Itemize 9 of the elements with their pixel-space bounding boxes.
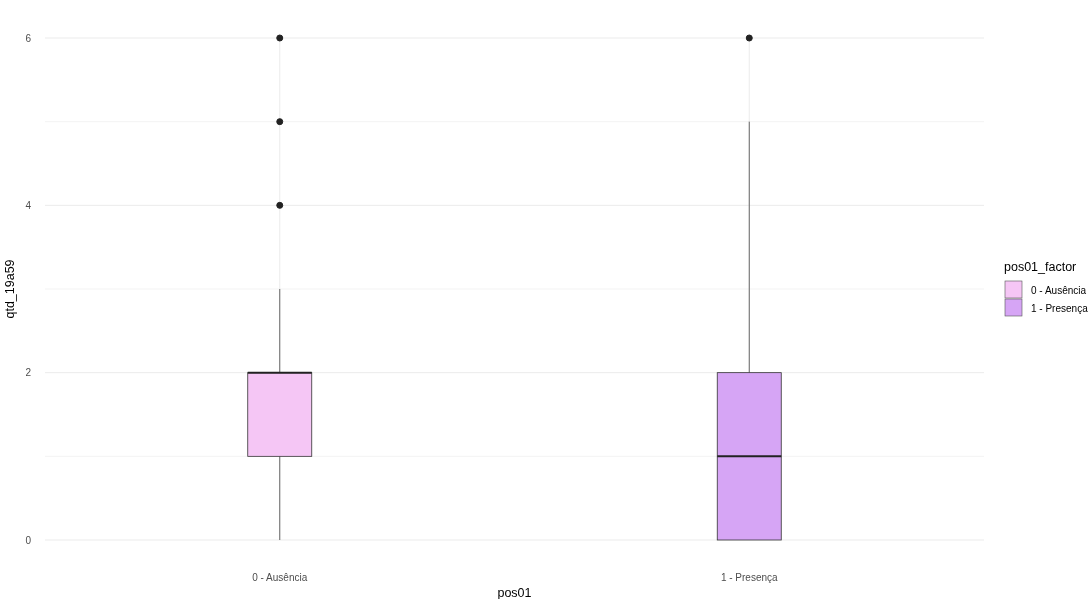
- legend-label: 1 - Presença: [1031, 303, 1089, 314]
- y-tick-label: 0: [25, 534, 32, 546]
- y-tick-label: 6: [25, 32, 32, 44]
- y-tick-label: 2: [25, 367, 32, 379]
- y-tick-label: 4: [25, 199, 32, 211]
- y-axis-title: qtd_19a59: [3, 259, 17, 319]
- legend-label: 0 - Ausência: [1031, 285, 1087, 296]
- legend-title: pos01_factor: [1004, 260, 1077, 274]
- x-axis-title: pos01: [497, 586, 532, 599]
